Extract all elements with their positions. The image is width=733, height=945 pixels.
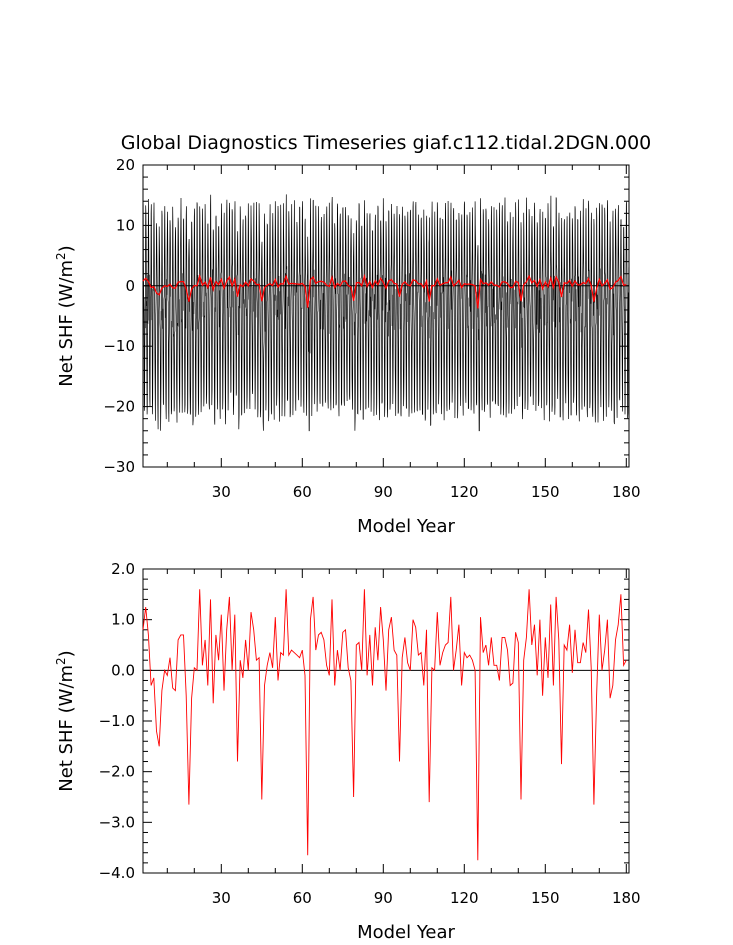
y-axis-label-sup: 2 bbox=[54, 657, 68, 665]
annual-series-line bbox=[142, 273, 627, 309]
x-tick-label: 90 bbox=[374, 889, 393, 907]
y-tick-label: 0.0 bbox=[111, 661, 135, 679]
x-tick-label: 90 bbox=[374, 483, 393, 501]
annual-series-line bbox=[142, 589, 627, 861]
y-tick-label: −1.0 bbox=[99, 712, 135, 730]
x-tick-label: 60 bbox=[293, 889, 312, 907]
y-axis-label: Net SHF (W/m2) bbox=[54, 245, 77, 386]
bottom-panel: 30 60 90 120 150 180 2.0 1.0 0.0 −1.0 −2.0 −3.0 −4.0… bbox=[54, 560, 641, 943]
x-tick-label: 120 bbox=[450, 483, 479, 501]
y-axis-label-close: ) bbox=[56, 245, 77, 252]
x-tick-label: 150 bbox=[531, 889, 560, 907]
x-tick-label: 60 bbox=[293, 483, 312, 501]
y-tick-label: −2.0 bbox=[99, 763, 135, 781]
x-tick-label: 120 bbox=[450, 889, 479, 907]
monthly-series-line bbox=[142, 194, 630, 432]
x-tick-label: 180 bbox=[612, 889, 641, 907]
y-tick-label: 20 bbox=[116, 156, 135, 174]
y-axis-label-base: Net SHF (W/m bbox=[56, 665, 77, 792]
plot-frame bbox=[142, 568, 630, 874]
y-tick-label: −4.0 bbox=[99, 864, 135, 882]
x-tick-label: 150 bbox=[531, 483, 560, 501]
figure-title: Global Diagnostics Timeseries giaf.c112.… bbox=[121, 132, 652, 154]
y-tick-label: −20 bbox=[103, 398, 135, 416]
y-tick-label: 1.0 bbox=[111, 611, 135, 629]
y-tick-label: 2.0 bbox=[111, 560, 135, 578]
x-axis-label: Model Year bbox=[357, 922, 455, 943]
y-axis-label-base: Net SHF (W/m bbox=[56, 260, 77, 387]
y-tick-label: −3.0 bbox=[99, 813, 135, 831]
y-axis-label: Net SHF (W/m2) bbox=[54, 650, 77, 791]
x-tick-label: 30 bbox=[212, 483, 231, 501]
x-tick-label: 30 bbox=[212, 889, 231, 907]
y-axis-label-sup: 2 bbox=[54, 252, 68, 260]
y-axis-label-close: ) bbox=[56, 650, 77, 657]
x-tick-label: 180 bbox=[612, 483, 641, 501]
plot-frame bbox=[142, 164, 630, 468]
top-panel: 30 60 90 120 150 180 20 10 0 −10 −20 −30 Model Year N… bbox=[54, 156, 641, 537]
y-tick-label: 10 bbox=[116, 216, 135, 234]
y-tick-label: −30 bbox=[103, 458, 135, 476]
y-tick-label: −10 bbox=[103, 337, 135, 355]
y-tick-label: 0 bbox=[125, 277, 135, 295]
x-axis-label: Model Year bbox=[357, 516, 455, 537]
